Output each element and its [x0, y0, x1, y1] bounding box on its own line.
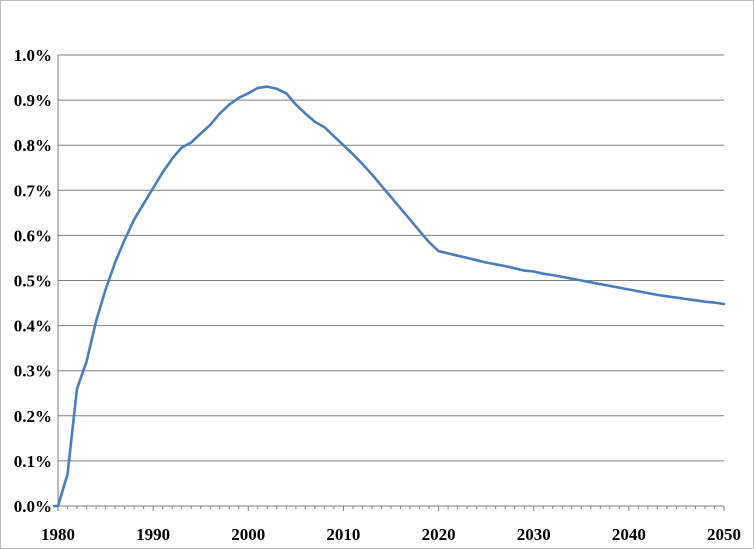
y-tick-label: 0.8%	[14, 136, 52, 155]
x-tick-label: 2020	[422, 525, 456, 544]
x-tick-label: 2010	[326, 525, 360, 544]
y-tick-label: 0.3%	[14, 362, 52, 381]
x-tick-label: 1980	[41, 525, 75, 544]
series-layer	[52, 85, 726, 508]
y-tick-label: 0.6%	[14, 226, 52, 245]
y-tick-label: 1.0%	[14, 46, 52, 65]
x-axis-tick-labels: 1980 1990 2000 2010 2020 2030 2040 2050	[41, 525, 741, 544]
y-tick-label: 0.4%	[14, 317, 52, 336]
grid-lines	[58, 54, 724, 507]
x-tick-label: 1990	[136, 525, 170, 544]
y-tick-label: 0.1%	[14, 452, 52, 471]
y-tick-label: 0.5%	[14, 272, 52, 291]
x-tick-label: 2050	[707, 525, 741, 544]
y-tick-label: 0.2%	[14, 407, 52, 426]
series-line	[52, 85, 726, 508]
y-tick-label: 0.0%	[14, 497, 52, 516]
y-axis-tick-labels: 0.0% 0.1% 0.2% 0.3% 0.4% 0.5% 0.6% 0.7% 0.8% 0.9%…	[14, 46, 52, 516]
x-tick-label: 2000	[231, 525, 265, 544]
x-tick-label: 2040	[612, 525, 646, 544]
y-tick-label: 0.7%	[14, 181, 52, 200]
y-tick-label: 0.9%	[14, 91, 52, 110]
x-tick-label: 2030	[517, 525, 551, 544]
axes	[57, 55, 725, 511]
